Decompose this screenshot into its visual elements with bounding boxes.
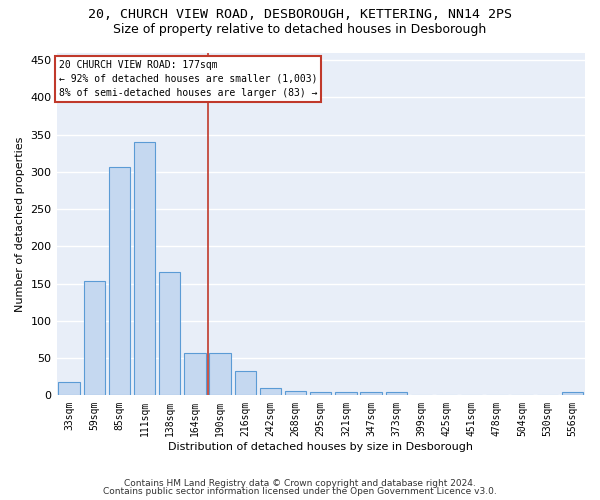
Bar (335, 392, 356, 396)
Text: Contains public sector information licensed under the Open Government Licence v3: Contains public sector information licen… (103, 487, 497, 496)
Bar (209, 353, 231, 396)
Bar (386, 392, 407, 396)
Bar (562, 392, 583, 396)
Text: Size of property relative to detached houses in Desborough: Size of property relative to detached ho… (113, 22, 487, 36)
Bar (285, 391, 307, 396)
Bar (235, 371, 256, 396)
Bar (260, 388, 281, 396)
Text: 20 CHURCH VIEW ROAD: 177sqm
← 92% of detached houses are smaller (1,003)
8% of s: 20 CHURCH VIEW ROAD: 177sqm ← 92% of det… (59, 60, 317, 98)
Bar (310, 392, 331, 396)
Bar (184, 353, 206, 396)
Bar (83, 282, 105, 396)
Y-axis label: Number of detached properties: Number of detached properties (15, 136, 25, 312)
Bar (58, 382, 80, 396)
Bar (109, 168, 130, 396)
Bar (134, 142, 155, 396)
Bar (159, 272, 181, 396)
X-axis label: Distribution of detached houses by size in Desborough: Distribution of detached houses by size … (168, 442, 473, 452)
Text: 20, CHURCH VIEW ROAD, DESBOROUGH, KETTERING, NN14 2PS: 20, CHURCH VIEW ROAD, DESBOROUGH, KETTER… (88, 8, 512, 20)
Text: Contains HM Land Registry data © Crown copyright and database right 2024.: Contains HM Land Registry data © Crown c… (124, 478, 476, 488)
Bar (361, 392, 382, 396)
